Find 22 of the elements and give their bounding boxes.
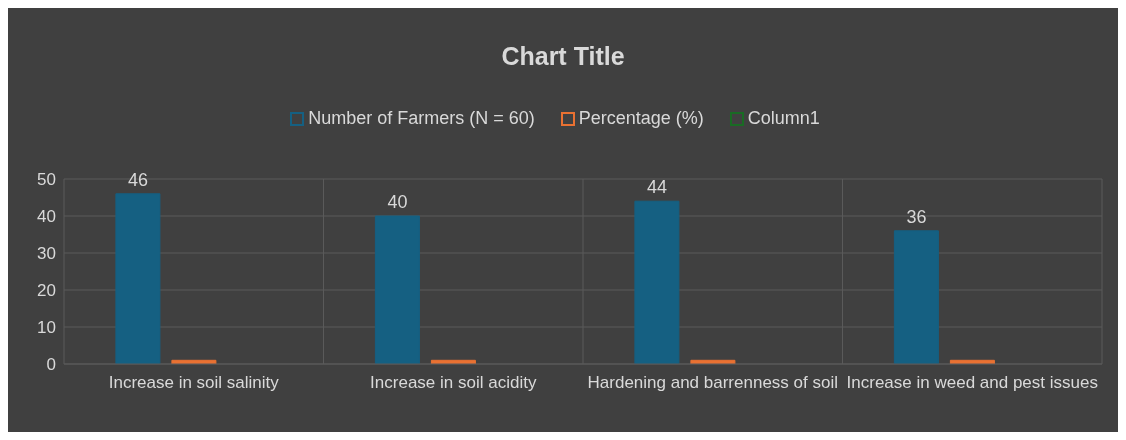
bar	[634, 200, 680, 364]
y-tick-label: 40	[37, 207, 56, 227]
x-tick-label: Hardening and barrenness of soil	[587, 373, 838, 393]
data-label: 36	[906, 206, 927, 227]
x-tick-label: Increase in soil acidity	[370, 373, 537, 393]
y-tick-label: 0	[46, 355, 56, 375]
bar	[893, 230, 939, 364]
bar	[115, 193, 161, 364]
data-label: 46	[127, 169, 148, 190]
x-tick-label: Increase in weed and pest issues	[846, 373, 1098, 393]
legend-label: Percentage (%)	[577, 108, 704, 129]
bar	[374, 215, 420, 364]
y-tick-label: 50	[37, 170, 56, 190]
legend-label: Column1	[746, 108, 820, 129]
data-label: 44	[646, 177, 667, 198]
y-tick-label: 10	[37, 318, 56, 338]
x-tick-label: Increase in soil salinity	[108, 373, 280, 393]
legend-label: Number of Farmers (N = 60)	[307, 108, 535, 129]
data-label: 40	[387, 192, 408, 212]
chart-title: Chart Title	[500, 42, 626, 71]
y-tick-label: 30	[37, 244, 56, 264]
y-tick-label: 20	[37, 281, 56, 301]
